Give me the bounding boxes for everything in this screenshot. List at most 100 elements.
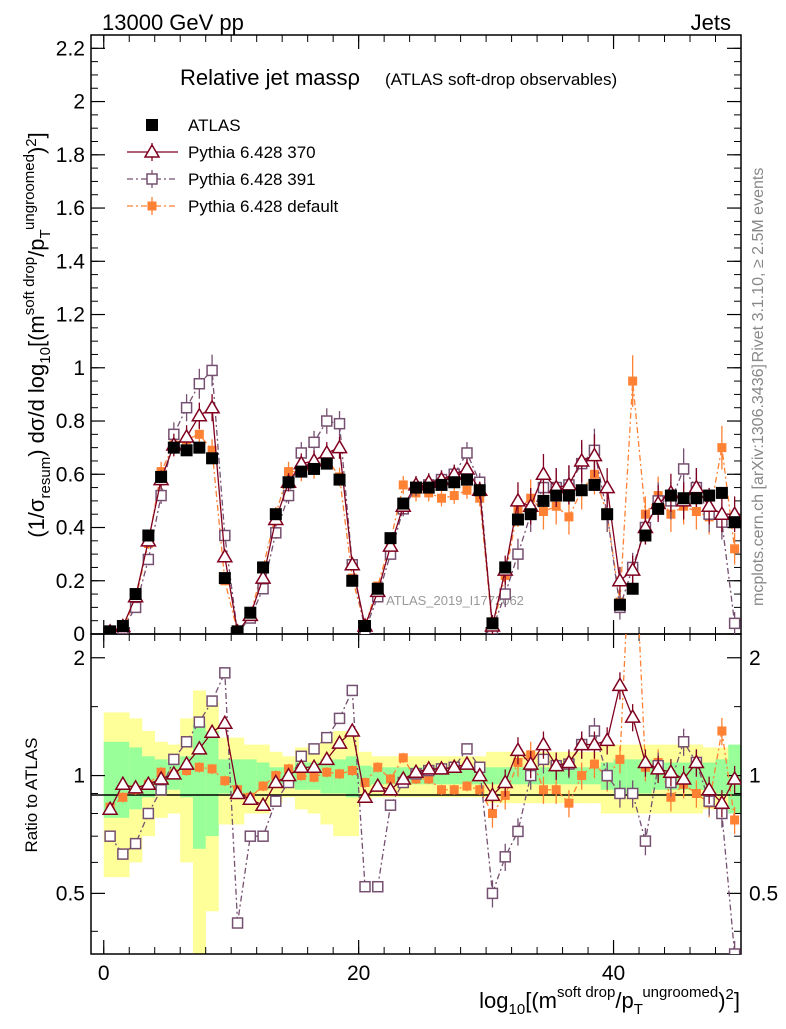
ratio-point-pythia-6-428-391 (117, 848, 129, 860)
point-pythia-6-428-370 (331, 439, 348, 454)
point-pythia-6-428-default (538, 507, 548, 517)
ratio-point-pythia-6-428-default (118, 792, 128, 802)
ratio-point-pythia-6-428-370 (509, 741, 527, 757)
point-pythia-6-428-391 (142, 553, 155, 566)
ratio-point-pythia-6-428-default (691, 788, 701, 798)
point-atlas (639, 529, 652, 542)
ratio-point-pythia-6-428-default (551, 785, 561, 795)
ratio-point-pythia-6-428-370 (496, 774, 514, 789)
point-atlas (422, 481, 435, 494)
point-pythia-6-428-default (284, 467, 294, 477)
point-atlas (308, 462, 321, 475)
ratio-y-label: Ratio to ATLAS (22, 738, 41, 853)
y-tick-label: 0.4 (56, 517, 86, 540)
point-pythia-6-428-default (691, 507, 701, 517)
point-pythia-6-428-370 (318, 444, 336, 459)
point-pythia-6-428-391 (180, 401, 193, 414)
y-tick-label: 1 (73, 357, 85, 380)
ratio-point-pythia-6-428-370 (356, 788, 374, 804)
point-atlas (371, 582, 384, 595)
legend-marker-pythia-6-428-391 (146, 173, 158, 185)
ratio-point-pythia-6-428-default (475, 785, 485, 795)
point-atlas (116, 620, 129, 633)
point-pythia-6-428-391 (461, 447, 473, 459)
ratio-point-pythia-6-428-391 (104, 830, 116, 842)
point-atlas (448, 476, 461, 489)
band-inner (626, 759, 640, 794)
legend-marker-pythia-6-428-370 (143, 143, 161, 158)
ratio-point-pythia-6-428-370 (140, 775, 157, 791)
point-atlas (601, 508, 614, 521)
point-atlas (664, 489, 677, 502)
point-pythia-6-428-391 (270, 527, 282, 539)
point-atlas (231, 625, 244, 634)
point-pythia-6-428-default (449, 491, 459, 501)
point-pythia-6-428-391 (155, 489, 167, 502)
ratio-point-pythia-6-428-391 (244, 830, 257, 842)
point-atlas (180, 444, 193, 457)
point-pythia-6-428-391 (333, 417, 346, 430)
ratio-point-pythia-6-428-default (589, 759, 599, 769)
point-atlas (715, 486, 728, 499)
ratio-point-pythia-6-428-default (449, 785, 459, 795)
ratio-point-pythia-6-428-default (386, 774, 396, 784)
ratio-point-pythia-6-428-391 (155, 783, 167, 796)
ratio-point-pythia-6-428-default (220, 776, 230, 786)
point-atlas (499, 561, 512, 574)
ratio-point-pythia-6-428-370 (598, 731, 616, 747)
ratio-point-pythia-6-428-370 (649, 760, 667, 775)
ratio-point-pythia-6-428-default (424, 774, 434, 784)
ratio-point-pythia-6-428-391 (486, 887, 499, 900)
point-atlas (142, 529, 155, 542)
ratio-point-pythia-6-428-370 (586, 736, 603, 751)
point-pythia-6-428-370 (598, 479, 616, 494)
band-inner (715, 759, 729, 794)
point-atlas (728, 516, 741, 529)
ratio-point-pythia-6-428-370 (305, 758, 323, 774)
point-pythia-6-428-391 (512, 548, 524, 560)
y-tick-label: 2.2 (56, 37, 85, 60)
point-pythia-6-428-370 (586, 447, 603, 462)
ratio-uncertainty-bands (103, 690, 741, 954)
point-atlas (562, 489, 575, 502)
point-pythia-6-428-391 (321, 415, 333, 427)
point-pythia-6-428-391 (219, 529, 231, 542)
legend-label-pythia-6-428-default: Pythia 6.428 default (188, 197, 339, 216)
point-pythia-6-428-default (207, 445, 217, 455)
band-inner (192, 724, 207, 849)
svg-text:(1/σresum) dσ/d log10[(msoft d: (1/σresum) dσ/d log10[(msoft drop/pTungr… (21, 132, 54, 538)
axis-ticks: 0 0.2 0.4 0.6 0.8 1 1.2 1.4 1.6 1.8 2 2.2 0 20 40 0.5 0.… (56, 35, 778, 985)
ratio-point-pythia-6-428-391 (308, 743, 320, 755)
point-pythia-6-428-391 (193, 378, 206, 390)
ratio-point-pythia-6-428-default (564, 798, 574, 808)
ratio-point-pythia-6-428-391 (677, 736, 690, 748)
point-atlas (155, 470, 168, 483)
point-pythia-6-428-default (628, 376, 638, 386)
legend: ATLAS Pythia 6.428 370 Pythia 6.428 391 Pyt… (127, 116, 339, 216)
point-atlas (524, 508, 537, 521)
ratio-point-pythia-6-428-370 (280, 767, 297, 782)
y-tick-label: 1.6 (56, 197, 85, 220)
point-pythia-6-428-default (564, 512, 574, 522)
point-pythia-6-428-370 (382, 537, 399, 552)
ratio-point-pythia-6-428-391 (270, 795, 282, 807)
band-inner (205, 730, 219, 837)
y-tick-label: 2 (73, 91, 85, 114)
band-inner (460, 767, 474, 785)
point-pythia-6-428-370 (700, 497, 718, 512)
point-pythia-6-428-default (717, 443, 727, 453)
point-pythia-6-428-default (730, 544, 740, 554)
point-atlas (104, 625, 117, 634)
point-atlas (486, 617, 499, 630)
y-tick-label: 1.8 (56, 144, 85, 167)
point-atlas (588, 478, 601, 491)
ratio-point-pythia-6-428-default (538, 785, 548, 795)
ratio-point-pythia-6-428-391 (728, 948, 741, 954)
point-pythia-6-428-370 (713, 505, 731, 520)
point-atlas (652, 502, 665, 515)
ratio-tick-label: 2 (73, 647, 85, 670)
ratio-point-pythia-6-428-370 (547, 757, 565, 772)
chart-title: Relative jet massρ (180, 65, 360, 90)
point-pythia-6-428-391 (308, 436, 320, 449)
ratio-point-pythia-6-428-default (347, 766, 357, 776)
